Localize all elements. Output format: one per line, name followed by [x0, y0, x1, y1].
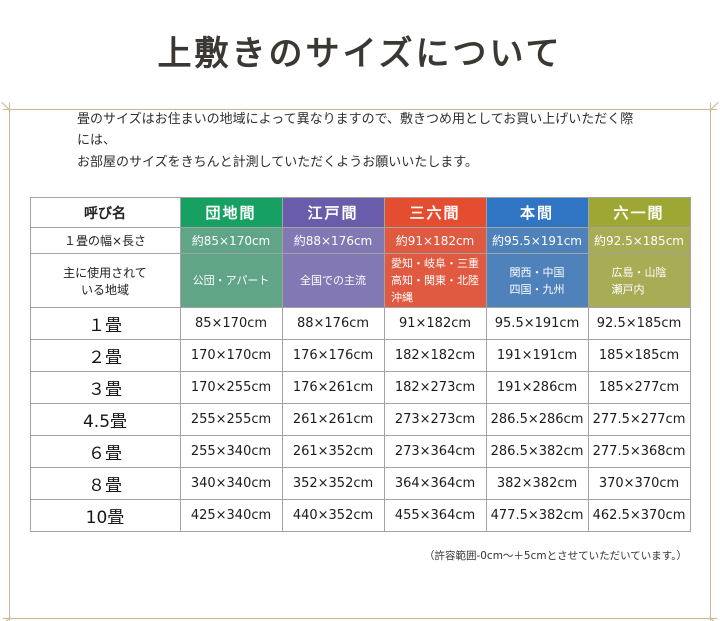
- size-value: 364×364cm: [383, 467, 487, 501]
- region-cell: 全国での主流: [281, 253, 385, 309]
- page-title: 上敷きのサイズについて: [157, 34, 563, 74]
- table-row: ６畳 255×340cm 261×352cm 273×364cm 286.5×3…: [29, 435, 691, 469]
- intro-text: 畳のサイズはお住まいの地域によって異なりますので、敷きつめ用としてお買い上げいた…: [77, 109, 643, 173]
- width-cell: 約85×170cm: [179, 227, 283, 255]
- row-label: ３畳: [29, 371, 181, 405]
- region-line: 高知・関東・北陸: [391, 274, 479, 288]
- region-cell: 愛知・岐阜・三重 高知・関東・北陸 沖縄: [383, 253, 487, 309]
- frame-border-left: [9, 103, 10, 621]
- region-row-label: 主に使用されて いる地域: [29, 253, 181, 309]
- size-value: 370×370cm: [587, 467, 691, 501]
- region-row-label-line: 主に使用されて: [63, 265, 147, 280]
- region-text: 全国での主流: [300, 272, 366, 289]
- table-row: 10畳 425×340cm 440×352cm 455×364cm 477.5×…: [29, 499, 691, 533]
- size-value: 92.5×185cm: [587, 307, 691, 341]
- size-value: 352×352cm: [281, 467, 385, 501]
- table-row: ８畳 340×340cm 352×352cm 364×364cm 382×382…: [29, 467, 691, 501]
- size-value: 191×191cm: [485, 339, 589, 373]
- size-value: 340×340cm: [179, 467, 283, 501]
- size-value: 382×382cm: [485, 467, 589, 501]
- frame-border-bottom: [3, 618, 717, 619]
- region-text: 公団・アパート: [193, 272, 270, 289]
- size-value: 182×182cm: [383, 339, 487, 373]
- table-header-row: 呼び名 団地間 江戸間 三六間 本間 六一間: [29, 197, 691, 229]
- row-label: ６畳: [29, 435, 181, 469]
- size-value: 425×340cm: [179, 499, 283, 533]
- col-header-sabuma: 三六間: [383, 197, 487, 229]
- size-value: 477.5×382cm: [485, 499, 589, 533]
- size-value: 191×286cm: [485, 371, 589, 405]
- region-cell: 関西・中国 四国・九州: [485, 253, 589, 309]
- width-row-label: １畳の幅×長さ: [29, 227, 181, 255]
- table-row: 4.5畳 255×255cm 261×261cm 273×273cm 286.5…: [29, 403, 691, 437]
- corner-header: 呼び名: [29, 197, 181, 229]
- col-header-honma: 本間: [485, 197, 589, 229]
- table-row: ３畳 170×255cm 176×261cm 182×273cm 191×286…: [29, 371, 691, 405]
- size-value: 277.5×277cm: [587, 403, 691, 437]
- region-line: 沖縄: [391, 291, 413, 305]
- size-value: 261×261cm: [281, 403, 385, 437]
- size-value: 462.5×370cm: [587, 499, 691, 533]
- width-row: １畳の幅×長さ 約85×170cm 約88×176cm 約91×182cm 約9…: [29, 227, 691, 255]
- size-value: 273×273cm: [383, 403, 487, 437]
- region-line: 愛知・岐阜・三重: [391, 257, 479, 271]
- size-value: 440×352cm: [281, 499, 385, 533]
- row-label: ２畳: [29, 339, 181, 373]
- width-cell: 約91×182cm: [383, 227, 487, 255]
- table-row: ２畳 170×170cm 176×176cm 182×182cm 191×191…: [29, 339, 691, 373]
- region-line: 広島・山陰: [611, 265, 667, 279]
- col-header-danchima: 団地間: [179, 197, 283, 229]
- width-cell: 約92.5×185cm: [587, 227, 691, 255]
- frame-border-right: [710, 103, 711, 621]
- region-text: 愛知・岐阜・三重 高知・関東・北陸 沖縄: [391, 255, 479, 306]
- row-label: 10畳: [29, 499, 181, 533]
- tolerance-note: （許容範囲-0cm〜＋5cmとさせていただいています。）: [423, 550, 687, 563]
- size-value: 170×170cm: [179, 339, 283, 373]
- size-value: 261×352cm: [281, 435, 385, 469]
- size-value: 91×182cm: [383, 307, 487, 341]
- region-cell: 公団・アパート: [179, 253, 283, 309]
- size-value: 255×255cm: [179, 403, 283, 437]
- region-line: 四国・九州: [509, 282, 565, 296]
- size-value: 185×185cm: [587, 339, 691, 373]
- size-value: 455×364cm: [383, 499, 487, 533]
- size-value: 273×364cm: [383, 435, 487, 469]
- intro-line: 畳のサイズはお住まいの地域によって異なりますので、敷きつめ用としてお買い上げいた…: [77, 112, 634, 149]
- region-line: 全国での主流: [300, 274, 366, 288]
- region-row: 主に使用されて いる地域 公団・アパート 全国での主流: [29, 253, 691, 309]
- region-line: 公団・アパート: [192, 274, 270, 288]
- tatami-size-table: 呼び名 団地間 江戸間 三六間 本間 六一間 １畳の幅×長さ 約85×170cm…: [29, 197, 691, 533]
- decorative-frame: 畳のサイズはお住まいの地域によって異なりますので、敷きつめ用としてお買い上げいた…: [1, 101, 719, 621]
- size-value: 176×261cm: [281, 371, 385, 405]
- size-value: 277.5×368cm: [587, 435, 691, 469]
- size-value: 85×170cm: [179, 307, 283, 341]
- row-label: 4.5畳: [29, 403, 181, 437]
- size-value: 95.5×191cm: [485, 307, 589, 341]
- width-cell: 約95.5×191cm: [485, 227, 589, 255]
- region-text: 関西・中国 四国・九州: [510, 264, 565, 298]
- table-row: １畳 85×170cm 88×176cm 91×182cm 95.5×191cm…: [29, 307, 691, 341]
- frame-border-top: [3, 109, 717, 110]
- col-header-edoma: 江戸間: [281, 197, 385, 229]
- intro-line: お部屋のサイズをきちんと計測していただくようお願いいたします。: [77, 154, 478, 170]
- size-value: 170×255cm: [179, 371, 283, 405]
- size-value: 182×273cm: [383, 371, 487, 405]
- width-cell: 約88×176cm: [281, 227, 385, 255]
- region-line: 関西・中国: [509, 265, 565, 279]
- size-value: 286.5×382cm: [485, 435, 589, 469]
- size-value: 185×277cm: [587, 371, 691, 405]
- region-cell: 広島・山陰 瀬戸内: [587, 253, 691, 309]
- col-header-rokuichima: 六一間: [587, 197, 691, 229]
- region-text: 広島・山陰 瀬戸内: [612, 264, 667, 298]
- row-label: １畳: [29, 307, 181, 341]
- size-value: 176×176cm: [281, 339, 385, 373]
- region-row-label-line: いる地域: [80, 282, 129, 297]
- region-line: 瀬戸内: [611, 282, 645, 296]
- size-value: 286.5×286cm: [485, 403, 589, 437]
- size-value: 255×340cm: [179, 435, 283, 469]
- row-label: ８畳: [29, 467, 181, 501]
- size-value: 88×176cm: [281, 307, 385, 341]
